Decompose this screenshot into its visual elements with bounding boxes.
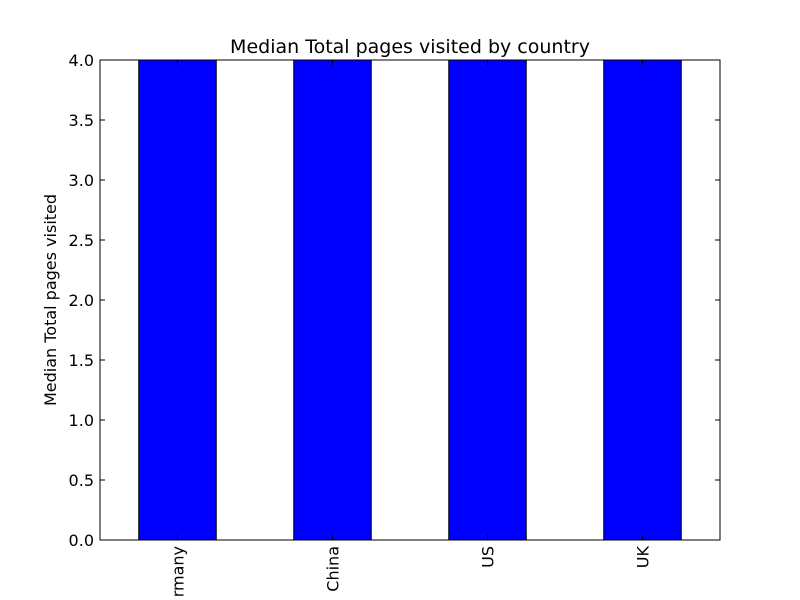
bar-us bbox=[448, 59, 527, 541]
y-tick-label: 3.0 bbox=[69, 171, 94, 190]
x-tick-label: UK bbox=[634, 545, 653, 568]
y-tick-label: 0.0 bbox=[69, 531, 94, 550]
y-tick-label: 1.0 bbox=[69, 411, 94, 430]
y-tick-label: 2.5 bbox=[69, 231, 94, 250]
x-tick-label: US bbox=[479, 546, 498, 568]
bars-layer bbox=[138, 59, 682, 541]
bar-uk bbox=[603, 59, 682, 541]
y-tick-label: 2.0 bbox=[69, 291, 94, 310]
ticks-layer: rmany China US UK 0.0 0.5 1.0 1.5 2.0 2.5 3.0 3.5 4.… bbox=[69, 51, 720, 597]
y-axis-label: Median Total pages visited bbox=[41, 194, 60, 406]
x-tick-label: rmany bbox=[169, 546, 188, 597]
y-tick-label: 4.0 bbox=[69, 51, 94, 70]
x-tick-label: China bbox=[324, 546, 343, 592]
bar-china bbox=[293, 59, 372, 541]
y-tick-label: 1.5 bbox=[69, 351, 94, 370]
chart-title: Median Total pages visited by country bbox=[230, 36, 590, 58]
y-tick-label: 0.5 bbox=[69, 471, 94, 490]
y-tick-label: 3.5 bbox=[69, 111, 94, 130]
bar-germany bbox=[138, 59, 217, 541]
